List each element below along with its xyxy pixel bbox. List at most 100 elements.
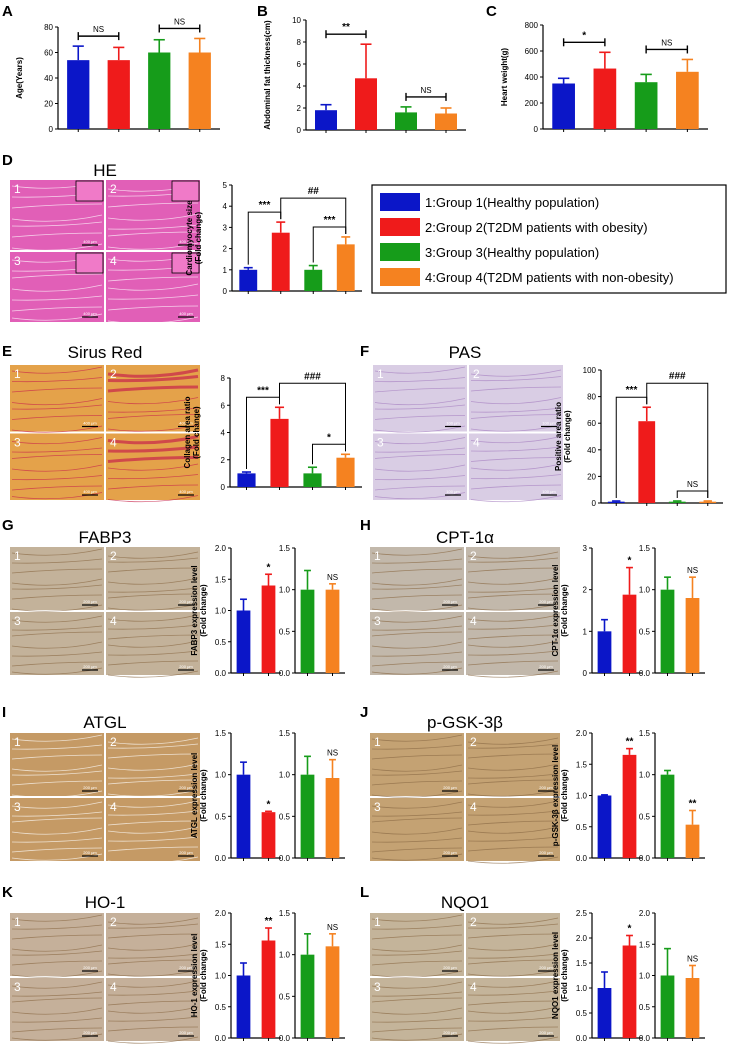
y-tick-label: 1.5 — [215, 940, 227, 949]
y-tick-label: 0 — [583, 669, 588, 678]
y-tick-label: 1 — [223, 266, 228, 275]
tile-number: 3 — [374, 614, 381, 628]
y-tick-label: 0 — [592, 499, 597, 508]
y-tick-label: 6 — [221, 401, 226, 410]
tile-number: 4 — [470, 980, 477, 994]
tissue-streak — [374, 366, 466, 374]
tissue-streak — [107, 305, 199, 311]
y-tick-label: 20 — [587, 472, 596, 481]
tissue-streak — [11, 837, 103, 843]
tissue-streak — [371, 924, 463, 930]
tissue-streak — [467, 557, 559, 563]
tissue-streak — [467, 551, 559, 559]
tissue-streak — [467, 603, 559, 611]
significance-marker: *** — [626, 385, 638, 396]
tissue-streak — [11, 475, 103, 481]
tissue-streak — [11, 960, 103, 966]
micrograph-tile — [10, 365, 104, 432]
panel-letter: G — [2, 517, 14, 534]
tissue-streak — [107, 375, 199, 383]
tissue-streak — [11, 273, 103, 279]
y-tick-label: 0.0 — [576, 1034, 588, 1043]
significance-marker: NS — [687, 480, 698, 489]
y-tick-label: 1.5 — [639, 729, 651, 738]
bar — [67, 60, 90, 129]
y-axis-label: (Fold change) — [560, 769, 569, 822]
scale-label: 200 μm — [179, 965, 193, 970]
tissue-streak — [374, 454, 466, 459]
tissue-streak — [11, 651, 103, 657]
tissue-streak — [11, 944, 103, 952]
bar — [236, 610, 251, 673]
tissue-streak — [467, 614, 559, 622]
tile-number: 3 — [374, 800, 381, 814]
significance-marker: ** — [342, 22, 350, 33]
tissue-streak — [371, 754, 463, 760]
legend-box — [371, 184, 727, 294]
y-axis-label: Cardiomyocyte size — [185, 200, 194, 276]
tissue-streak — [374, 492, 466, 500]
bar — [300, 954, 315, 1038]
tissue-streak — [371, 578, 463, 586]
panel-title: PAS — [449, 343, 482, 362]
tissue-streak — [371, 801, 463, 809]
tissue-streak — [107, 789, 199, 797]
tile-number: 2 — [470, 549, 477, 563]
tile-number: 1 — [374, 735, 381, 749]
tissue-streak — [11, 847, 103, 853]
tissue-streak — [11, 243, 103, 251]
y-tick-label: 8 — [297, 38, 302, 47]
tissue-streak — [371, 1017, 463, 1023]
y-tick-label: 0.5 — [215, 638, 227, 647]
y-tick-label: 1.0 — [639, 586, 651, 595]
bar — [668, 501, 686, 503]
bar — [660, 774, 675, 858]
tissue-streak — [11, 764, 103, 772]
scale-label: 200 μm — [83, 599, 97, 604]
scale-label: 400 μm — [179, 239, 193, 244]
tissue-streak — [11, 492, 103, 500]
y-tick-label: 1.0 — [279, 586, 291, 595]
tissue-streak — [467, 789, 559, 797]
panel-title: p-GSK-3β — [427, 713, 503, 732]
bar — [597, 795, 612, 858]
tile-number: 3 — [377, 436, 384, 450]
y-axis-label: HO-1 expression level — [190, 934, 199, 1018]
tissue-streak — [11, 625, 103, 631]
tissue-streak — [470, 484, 562, 490]
tissue-streak — [371, 790, 463, 798]
tissue-streak — [371, 548, 463, 556]
tile-number: 4 — [110, 614, 117, 628]
y-tick-label: 0.0 — [639, 854, 651, 863]
significance-marker: * — [267, 562, 271, 573]
tissue-streak — [371, 944, 463, 952]
tissue-streak — [467, 773, 559, 779]
tissue-streak — [371, 837, 463, 843]
tissue-streak — [107, 407, 199, 413]
tissue-streak — [371, 625, 463, 631]
tissue-streak — [107, 484, 199, 490]
y-tick-label: 1.5 — [279, 909, 291, 918]
tissue-streak — [107, 923, 199, 929]
y-axis-label: Age(Years) — [15, 57, 24, 99]
tissue-streak — [107, 763, 199, 771]
y-axis-label: (Fold change) — [560, 949, 569, 1002]
tissue-streak — [107, 577, 199, 585]
tissue-streak — [467, 743, 559, 749]
panel-title: CPT-1α — [436, 528, 494, 547]
panel-title: HE — [93, 161, 117, 180]
tissue-streak — [11, 558, 103, 564]
panel-letter: H — [360, 517, 371, 534]
y-axis-label: (Fold change) — [199, 949, 208, 1002]
bracket — [279, 382, 346, 452]
tissue-streak — [11, 770, 103, 776]
tissue-streak — [467, 779, 559, 785]
micrograph-tile — [10, 547, 104, 610]
scale-label: 400 μm — [83, 239, 97, 244]
y-tick-label: 1.5 — [639, 544, 651, 553]
significance-marker: NS — [174, 17, 185, 26]
significance-marker: * — [628, 924, 632, 935]
bar — [355, 78, 377, 130]
y-tick-label: 0.5 — [215, 1003, 227, 1012]
tissue-streak — [107, 990, 199, 996]
